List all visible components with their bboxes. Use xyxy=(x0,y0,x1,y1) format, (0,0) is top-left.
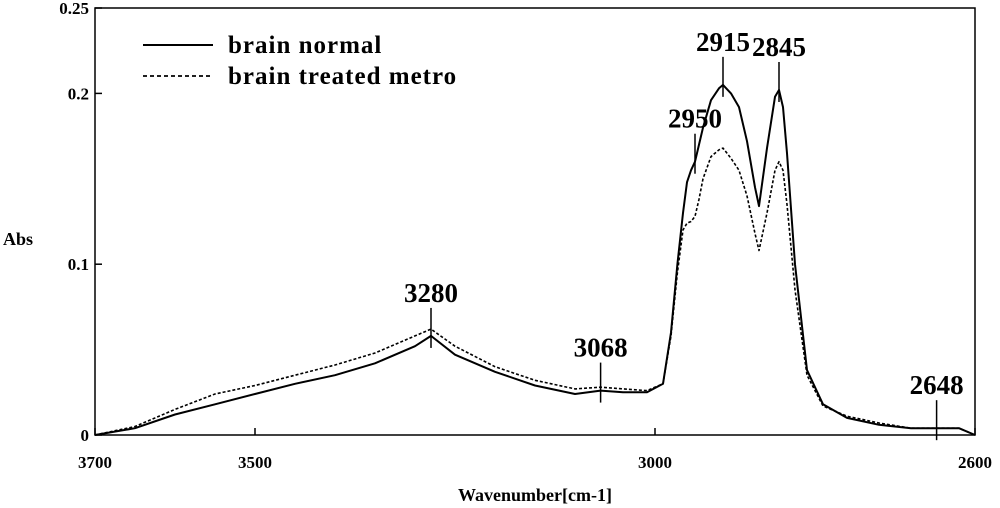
series-line-brain-treated-metro xyxy=(94,147,976,436)
y-tick-label: 0 xyxy=(81,426,90,445)
y-tick-label: 0.2 xyxy=(68,84,89,103)
peak-label-2648: 2648 xyxy=(910,370,964,400)
y-axis: 0 0.1 0.2 0.25 xyxy=(59,0,102,445)
x-tick-label: 3500 xyxy=(238,453,272,472)
y-axis-title: Abs xyxy=(3,229,33,249)
x-axis-title: Wavenumber[cm-1] xyxy=(458,485,612,505)
x-tick-label: 3000 xyxy=(638,453,672,472)
peak-label-2915: 2915 xyxy=(696,27,750,57)
peak-label-2845: 2845 xyxy=(752,32,806,62)
legend: brain normal brain treated metro xyxy=(143,32,457,90)
x-tick-label: 2600 xyxy=(958,453,992,472)
plot-frame xyxy=(94,7,976,436)
legend-label-brain-normal: brain normal xyxy=(228,32,382,59)
y-tick-label: 0.25 xyxy=(59,0,89,18)
legend-label-brain-treated-metro: brain treated metro xyxy=(228,63,457,90)
peak-label-3068: 3068 xyxy=(574,333,628,363)
x-axis: 3700 3500 3000 2600 xyxy=(78,428,992,472)
series-layer xyxy=(94,83,976,436)
series-line-brain-normal xyxy=(94,83,976,436)
peak-label-2950: 2950 xyxy=(668,104,722,134)
peak-label-3280: 3280 xyxy=(404,278,458,308)
peak-annotations: 3280 3068 2950 2915 2845 2648 xyxy=(404,27,964,441)
x-tick-label: 3700 xyxy=(78,453,112,472)
y-tick-label: 0.1 xyxy=(68,255,89,274)
